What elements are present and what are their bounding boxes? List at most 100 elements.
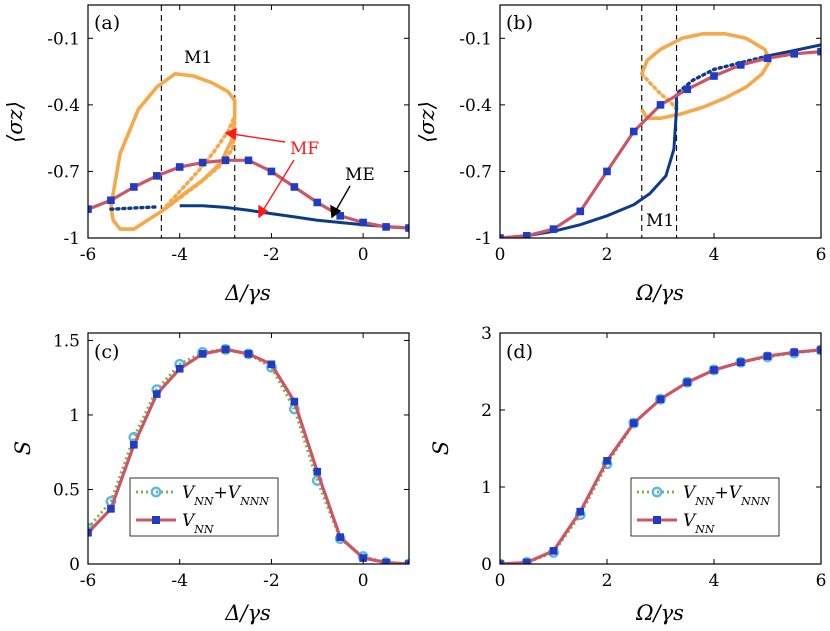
panel-c-frame [87, 332, 410, 565]
series-vnn-point [405, 560, 409, 564]
xtick-label: 2 [602, 571, 613, 591]
panel-a-label: (a) [94, 12, 120, 34]
ytick-label: 1.5 [53, 331, 80, 351]
ytick-label: -0.1 [459, 29, 492, 49]
ytick-label: 1 [481, 478, 492, 498]
legend-d: VNN+VNNN VNN [630, 477, 780, 537]
mf-arrowhead-2 [258, 204, 269, 219]
series-simulation-point [221, 156, 230, 165]
series-vnn-point [817, 346, 821, 354]
panel-b-axes: 0 2 4 6 -1 -0.7 -0.4 -0.1 [459, 5, 826, 265]
series-vnn-point [107, 505, 115, 513]
legend-c-marker-2 [152, 516, 160, 524]
panel-c-xlabel: Δ/γs [224, 601, 271, 625]
series-vnn-point [790, 348, 799, 357]
xtick-label: 4 [709, 571, 720, 591]
panel-a-axes: -6 -4 -2 0 -1 -0.7 -0.4 -0.1 [47, 5, 409, 265]
panel-b-frame [499, 4, 822, 239]
panel-a-xlabel: Δ/γs [224, 281, 271, 305]
panel-b-xlabel: Ω/γs [635, 281, 684, 305]
xtick-label: 6 [816, 245, 827, 265]
xtick-label: 4 [709, 245, 720, 265]
annotation-me: ME [345, 165, 375, 185]
ytick-label: 0 [69, 555, 80, 575]
panel-a: -6 -4 -2 0 -1 -0.7 -0.4 -0.1 (a) Δ/γs ⟨σz⟩ M1 M… [3, 4, 410, 305]
panel-c: -6 -4 -2 0 0 0.5 1 1.5 (c) Δ/γs S VNN+VNNN VNN [11, 331, 410, 625]
series-vnn-vnnn-line [88, 347, 409, 564]
xtick-label: -4 [171, 245, 188, 265]
legend-c-text-1: VNN+VNNN [182, 483, 269, 508]
series-simulation-point [763, 54, 772, 63]
mf-arrow-1 [231, 133, 286, 143]
series-vnn-vnnn-point [681, 376, 693, 388]
series-simulation-point [244, 156, 253, 165]
series-simulation-point [576, 207, 585, 216]
series-simulation-point [107, 196, 115, 205]
panel-d-label: (d) [506, 341, 533, 363]
series-simulation-point [736, 61, 745, 69]
panel-d-xlabel: Ω/γs [635, 601, 684, 625]
series-vnn-point [576, 507, 585, 516]
series-simulation-point [629, 127, 638, 136]
xtick-label: -6 [80, 571, 97, 591]
series-vnn-point [656, 395, 665, 404]
ytick-label: -1 [63, 229, 80, 249]
xtick-label: -2 [263, 245, 280, 265]
series-simulation-point [313, 198, 322, 207]
series-vnn-point [763, 352, 772, 360]
series-vnn-point [736, 358, 745, 367]
ytick-label: 0 [481, 555, 492, 575]
series-vnn-point [359, 554, 367, 562]
series-simulation-point [656, 101, 665, 109]
series-vnn-point [549, 547, 558, 555]
panel-a-frame [87, 4, 410, 239]
panel-d: 0 2 4 6 0 1 2 3 (d) Ω/γs S VNN+VNNN VNN [429, 324, 826, 625]
series-simulation-point [290, 183, 299, 191]
me-arrow [330, 185, 351, 219]
xtick-label: 6 [816, 571, 827, 591]
panel-b: 0 2 4 6 -1 -0.7 -0.4 -0.1 (b) Ω/γs ⟨σz⟩ M1 [415, 4, 826, 305]
legend-d-marker-1 [651, 486, 663, 498]
xtick-label: 0 [358, 571, 369, 591]
panel-d-ylabel: S [429, 441, 453, 455]
me-arrowhead [330, 204, 342, 219]
legend-d-marker-2 [653, 516, 661, 524]
series-simulation-point [175, 163, 184, 171]
series-simulation-point [549, 225, 558, 233]
panel-a-plot [88, 5, 409, 238]
panel-c-ylabel: S [11, 441, 35, 455]
legend-d-text-2: VNN [683, 511, 715, 536]
annotation-m1-b: M1 [646, 211, 674, 231]
series-vnn-vnnn-point [655, 393, 666, 405]
series-simulation-point [522, 231, 531, 238]
ytick-label: -0.4 [459, 96, 492, 116]
series-vnn-point [244, 350, 253, 358]
series-me-dotted [109, 205, 159, 211]
series-vnn-vnnn-point [628, 417, 640, 429]
panel-d-frame [499, 332, 822, 565]
xtick-label: -4 [171, 571, 188, 591]
series-vnn-point [198, 350, 207, 358]
panel-d-axes: 0 2 4 6 0 1 2 3 [481, 324, 826, 591]
ytick-label: -0.7 [47, 162, 80, 182]
series-simulation-point [359, 218, 367, 227]
mf-arrow-2 [261, 159, 295, 213]
series-simulation-point [382, 223, 390, 231]
series-simulation-point [130, 183, 138, 191]
panel-b-ylabel: ⟨σz⟩ [415, 101, 439, 143]
series-simulation-point [500, 234, 504, 238]
legend-c-marker-1 [150, 486, 162, 498]
panel-b-plot [500, 5, 821, 238]
series-mf-unstable [159, 115, 237, 214]
panel-d-plot [500, 344, 821, 564]
mf-arrowhead-1 [224, 127, 237, 141]
panel-c-label: (c) [94, 341, 119, 363]
annotation-mf: MF [290, 139, 319, 159]
xtick-label: 0 [358, 245, 369, 265]
mf-arrows [224, 127, 295, 219]
xtick-label: 0 [495, 245, 506, 265]
series-simulation-point [603, 167, 611, 176]
series-simulation-point [683, 85, 692, 94]
ytick-label: -0.7 [459, 162, 492, 182]
series-simulation-point [790, 50, 799, 58]
